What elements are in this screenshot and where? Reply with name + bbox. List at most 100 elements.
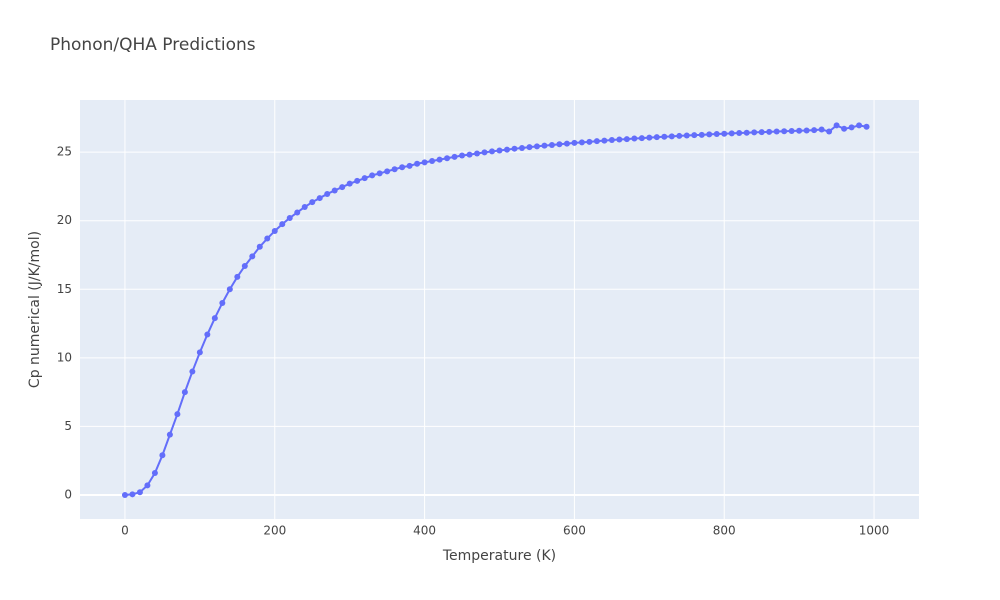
data-point: [631, 135, 638, 142]
y-tick-label: 15: [57, 282, 72, 296]
data-point: [766, 128, 773, 135]
data-point: [833, 122, 840, 129]
data-point: [571, 139, 578, 146]
data-point: [526, 144, 533, 151]
data-point: [129, 491, 136, 498]
data-point: [181, 389, 188, 396]
data-point: [556, 141, 563, 148]
data-point: [429, 158, 436, 165]
data-point: [249, 253, 256, 260]
data-point: [136, 489, 143, 496]
data-point: [489, 148, 496, 155]
plot-area: [80, 100, 919, 519]
data-point: [144, 482, 151, 489]
data-point: [444, 155, 451, 162]
x-tick-label: 1000: [859, 524, 890, 538]
y-tick-label: 0: [64, 487, 72, 501]
data-point: [841, 125, 848, 132]
data-point: [256, 243, 263, 250]
data-point: [706, 131, 713, 138]
data-point: [608, 137, 615, 144]
data-point: [548, 141, 555, 148]
data-point: [781, 128, 788, 135]
data-point: [399, 164, 406, 171]
data-point: [788, 127, 795, 134]
data-point: [339, 184, 346, 191]
chart-title: Phonon/QHA Predictions: [50, 35, 256, 55]
data-point: [294, 209, 301, 216]
data-point: [481, 149, 488, 156]
data-point: [713, 131, 720, 138]
series-line: [124, 124, 867, 496]
data-point: [166, 431, 173, 438]
y-tick-label: 5: [64, 419, 72, 433]
x-tick-label: 0: [121, 524, 129, 538]
data-point: [196, 349, 203, 356]
y-tick-label: 25: [57, 145, 72, 159]
data-point: [646, 134, 653, 141]
data-point: [541, 142, 548, 149]
data-point: [623, 136, 630, 143]
data-point: [751, 129, 758, 136]
data-point: [354, 177, 361, 184]
data-point: [638, 135, 645, 142]
data-point: [466, 151, 473, 158]
data-point: [451, 153, 458, 160]
data-point: [219, 299, 226, 306]
data-point: [773, 128, 780, 135]
data-point: [331, 187, 338, 194]
x-axis-title: Temperature (K): [442, 548, 556, 564]
data-point: [384, 168, 391, 175]
data-point: [676, 132, 683, 139]
data-point: [279, 221, 286, 228]
data-point: [691, 132, 698, 139]
data-point: [796, 127, 803, 134]
data-point: [848, 124, 855, 131]
x-tick-label: 600: [563, 524, 586, 538]
data-point: [563, 140, 570, 147]
data-point: [826, 128, 833, 135]
data-point: [518, 145, 525, 152]
data-point: [324, 190, 331, 197]
data-point: [811, 127, 818, 134]
data-point: [511, 145, 518, 152]
y-tick-label: 10: [57, 350, 72, 364]
data-point: [271, 227, 278, 234]
data-point: [309, 199, 316, 206]
data-point: [803, 127, 810, 134]
data-point: [376, 170, 383, 177]
data-point: [601, 137, 608, 144]
data-point: [533, 143, 540, 150]
data-point: [698, 131, 705, 138]
data-point: [503, 146, 510, 153]
data-point: [234, 273, 241, 280]
data-point: [316, 195, 323, 202]
data-point: [189, 368, 196, 375]
data-point: [391, 166, 398, 173]
data-point: [586, 138, 593, 145]
data-point: [736, 130, 743, 137]
data-point: [346, 180, 353, 187]
data-point: [361, 175, 368, 182]
y-tick-label: 20: [57, 213, 72, 227]
data-point: [743, 129, 750, 136]
data-point: [406, 162, 413, 169]
data-point: [616, 136, 623, 143]
x-tick-label: 400: [413, 524, 436, 538]
data-point: [226, 286, 233, 293]
x-tick-label: 800: [713, 524, 736, 538]
data-point: [421, 159, 428, 166]
data-point: [301, 203, 308, 210]
y-axis-title: Cp numerical (J/K/mol): [27, 231, 43, 388]
data-point: [661, 133, 668, 140]
data-point: [241, 262, 248, 269]
data-point: [369, 172, 376, 179]
data-point: [856, 122, 863, 129]
data-point: [593, 138, 600, 145]
data-point: [721, 130, 728, 137]
data-point: [863, 123, 870, 130]
data-point: [818, 126, 825, 133]
data-point: [121, 491, 128, 498]
data-point: [683, 132, 690, 139]
